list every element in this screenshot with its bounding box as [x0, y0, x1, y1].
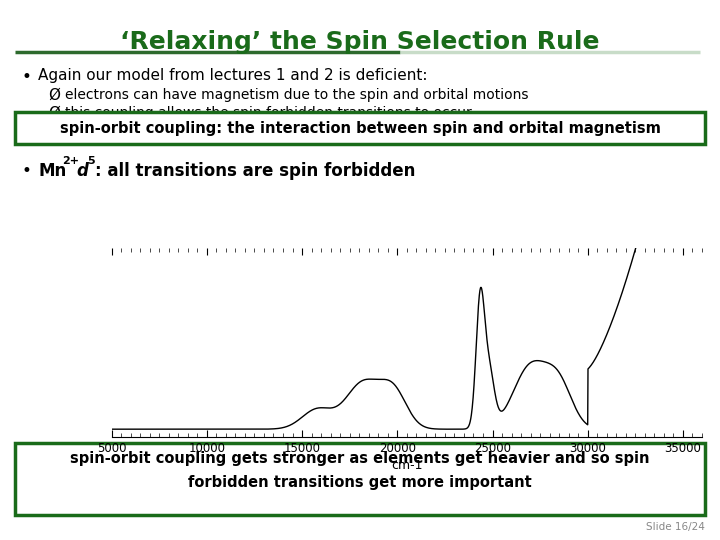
Text: ‘Relaxing’ the Spin Selection Rule: ‘Relaxing’ the Spin Selection Rule	[120, 30, 600, 54]
Text: •: •	[22, 68, 32, 86]
X-axis label: cm-1: cm-1	[391, 460, 423, 472]
Text: •: •	[22, 162, 32, 180]
Text: Ø: Ø	[48, 88, 60, 103]
Text: d: d	[76, 162, 88, 180]
Text: electrons can have magnetism due to the spin and orbital motions: electrons can have magnetism due to the …	[65, 88, 528, 102]
Text: this coupling allows the spin forbidden transitions to occur: this coupling allows the spin forbidden …	[65, 106, 472, 120]
Text: spin-orbit coupling: the interaction between spin and orbital magnetism: spin-orbit coupling: the interaction bet…	[60, 120, 660, 136]
Text: spin-orbit coupling gets stronger as elements get heavier and so spin: spin-orbit coupling gets stronger as ele…	[71, 450, 649, 465]
Text: forbidden transitions get more important: forbidden transitions get more important	[188, 475, 532, 489]
Text: Mn: Mn	[38, 162, 66, 180]
Text: 5: 5	[87, 156, 94, 166]
Text: : all transitions are spin forbidden: : all transitions are spin forbidden	[95, 162, 415, 180]
Bar	[15, 443, 705, 515]
Bar	[15, 112, 705, 144]
Text: Ø: Ø	[48, 106, 60, 121]
Text: Slide 16/24: Slide 16/24	[646, 522, 705, 532]
Text: Again our model from lectures 1 and 2 is deficient:: Again our model from lectures 1 and 2 is…	[38, 68, 428, 83]
Text: 2+: 2+	[62, 156, 79, 166]
